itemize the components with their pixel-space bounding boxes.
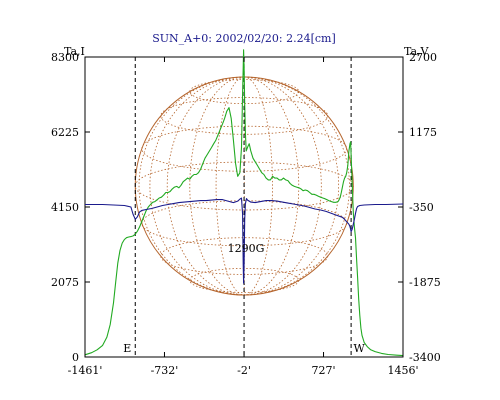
marker-label: E <box>123 342 131 355</box>
y-left-tick-label: 8300 <box>51 51 79 64</box>
series-line-stokes-v <box>85 197 404 284</box>
series-line-stokes-i <box>84 49 404 357</box>
longitude-line <box>244 76 340 296</box>
latitude-line <box>141 200 348 247</box>
marker-label: W <box>353 342 365 355</box>
x-tick-label: 727' <box>312 364 336 377</box>
y-right-tick-label: -3400 <box>409 351 441 364</box>
axis-ticks: -1461' -732' -2' 727' 1456' 0 2075 4150 6225 8300… <box>51 51 441 377</box>
x-tick-label: -732' <box>151 364 179 377</box>
latitude-line <box>134 161 354 211</box>
left-axis-label: Ta,I <box>64 45 85 58</box>
y-right-tick-label: -1875 <box>409 276 441 289</box>
x-tick-label: -2' <box>237 364 251 377</box>
y-right-tick-label: 1175 <box>409 126 437 139</box>
latitude-line <box>141 125 348 172</box>
y-right-tick-label: -350 <box>409 201 434 214</box>
x-tick-label: -1461' <box>68 364 103 377</box>
longitude-line <box>244 76 350 296</box>
longitude-line <box>138 76 245 296</box>
right-axis-label: Ta,V <box>404 45 430 58</box>
chart-title: SUN_A+0: 2002/02/20: 2.24[cm] <box>152 32 336 45</box>
longitude-line <box>215 76 245 296</box>
x-tick-label: 1456' <box>387 364 418 377</box>
longitude-line <box>149 76 245 296</box>
y-left-tick-label: 0 <box>72 351 79 364</box>
y-left-tick-label: 2075 <box>51 276 79 289</box>
longitude-line <box>244 76 273 296</box>
annotations: 1290G <box>228 242 265 255</box>
longitude-line <box>244 76 300 296</box>
y-right-tick-label: 2700 <box>409 51 437 64</box>
annotation-label: 1290G <box>228 242 265 255</box>
y-left-tick-label: 4150 <box>51 201 79 214</box>
series-group <box>84 49 404 357</box>
longitude-line <box>244 76 322 296</box>
y-left-tick-label: 6225 <box>51 126 79 139</box>
longitude-line <box>166 76 245 296</box>
longitude-line <box>189 76 245 296</box>
